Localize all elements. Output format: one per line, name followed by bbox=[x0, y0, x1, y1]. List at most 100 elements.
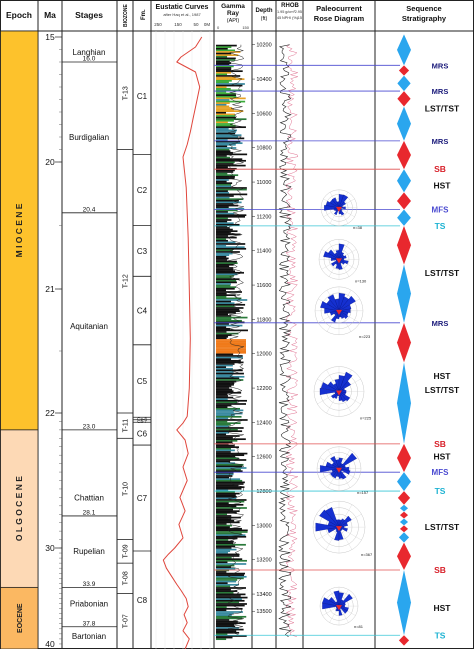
header-gamma: Gamma bbox=[221, 3, 245, 10]
gamma-trace-segment bbox=[216, 431, 229, 434]
gamma-trace-segment bbox=[216, 391, 242, 394]
gamma-trace-segment bbox=[216, 276, 232, 279]
gamma-trace-segment bbox=[216, 318, 232, 321]
gamma-trace-segment bbox=[216, 119, 234, 122]
sequence-label-mfs: MFS bbox=[432, 206, 450, 215]
gamma-trace-segment bbox=[216, 508, 233, 511]
gamma-trace-segment bbox=[216, 617, 243, 620]
gamma-trace-segment bbox=[216, 449, 235, 452]
gamma-trace-segment bbox=[216, 619, 230, 621]
gamma-trace-segment bbox=[216, 390, 234, 393]
gamma-trace-segment bbox=[216, 55, 228, 58]
sequence-triangle-red bbox=[399, 525, 409, 533]
biozone-label: T-13 bbox=[123, 86, 130, 100]
gamma-trace-segment bbox=[216, 228, 233, 231]
depth-tick-label: 11600 bbox=[257, 283, 272, 289]
gamma-trace-segment bbox=[216, 151, 233, 154]
gamma-trace-segment bbox=[216, 167, 237, 170]
gamma-trace-segment bbox=[216, 465, 243, 468]
gamma-trace-segment bbox=[216, 294, 236, 297]
gamma-trace-segment bbox=[216, 254, 230, 257]
gamma-trace-segment bbox=[216, 398, 228, 401]
rose-petals bbox=[315, 507, 352, 541]
gamma-trace-segment bbox=[216, 231, 231, 234]
gamma-trace-segment bbox=[216, 459, 247, 461]
formation-label: C5 bbox=[137, 377, 148, 386]
gamma-trace-segment bbox=[216, 191, 229, 194]
gamma-trace-segment bbox=[216, 358, 232, 361]
gamma-trace-segment bbox=[216, 444, 235, 447]
gamma-trace-segment bbox=[216, 137, 245, 140]
gamma-trace-segment bbox=[216, 281, 237, 284]
sequence-triangle-blue bbox=[397, 209, 411, 226]
gamma-trace-segment bbox=[216, 446, 240, 449]
gamma-trace-segment bbox=[216, 324, 243, 327]
gamma-trace-segment bbox=[216, 483, 244, 485]
nphi-tick-min: 45 bbox=[277, 16, 281, 20]
gamma-trace-segment bbox=[216, 145, 228, 148]
gamma-trace-segment bbox=[216, 388, 233, 391]
gamma-trace-segment bbox=[216, 94, 237, 97]
sequence-triangle-red bbox=[397, 192, 411, 210]
eustatic-tick: 0M bbox=[204, 22, 211, 27]
gamma-trace-segment bbox=[216, 537, 238, 540]
gamma-trace-segment bbox=[216, 510, 240, 513]
eustatic-curve-line bbox=[162, 36, 203, 649]
rose-spoke bbox=[338, 527, 353, 550]
biozone-label: T-12 bbox=[123, 274, 130, 288]
rose-petals bbox=[320, 452, 357, 480]
gamma-trace-segment bbox=[216, 566, 232, 569]
gamma-trace-segment bbox=[216, 79, 232, 82]
formation-label: C2 bbox=[137, 186, 148, 195]
gamma-trace-segment bbox=[216, 494, 236, 497]
gamma-trace-segment bbox=[216, 159, 246, 162]
gamma-trace-segment bbox=[216, 638, 227, 641]
gamma-trace-segment bbox=[216, 63, 230, 66]
gamma-trace-segment bbox=[216, 475, 233, 477]
sequence-triangle-red bbox=[399, 511, 409, 519]
gamma-trace-segment bbox=[216, 156, 231, 159]
rose-count-label: n=81 bbox=[354, 624, 364, 629]
gamma-trace-segment bbox=[216, 374, 233, 377]
gamma-trace-segment bbox=[216, 540, 234, 543]
gamma-trace-segment bbox=[216, 190, 228, 193]
sequence-label-mrs: MRS bbox=[432, 87, 449, 96]
gamma-trace-segment bbox=[216, 606, 227, 609]
gamma-trace-segment bbox=[216, 139, 228, 141]
sequence-label-sys: HST bbox=[434, 181, 452, 191]
stage-label: Burdigalian bbox=[69, 133, 109, 142]
gamma-trace-segment bbox=[216, 252, 233, 255]
gamma-trace-segment bbox=[216, 555, 240, 557]
rose-mean-vector bbox=[336, 467, 342, 473]
gamma-trace-segment bbox=[216, 47, 228, 50]
header-fm: Fm. bbox=[141, 9, 147, 20]
gamma-trace-segment bbox=[216, 359, 241, 362]
gamma-trace-segment bbox=[216, 289, 227, 292]
gamma-trace-segment bbox=[216, 121, 228, 124]
gamma-trace-segment bbox=[216, 345, 246, 348]
eustatic-tick-labels: 250 150 50 0M bbox=[154, 22, 210, 27]
gamma-trace-segment bbox=[216, 507, 247, 509]
sequence-label-ts: TS bbox=[435, 221, 446, 231]
rose-diagram: n=223 bbox=[314, 286, 371, 339]
gamma-trace-segment bbox=[216, 615, 247, 618]
gamma-trace-segment bbox=[216, 148, 230, 151]
gamma-trace-segment bbox=[216, 87, 231, 90]
gamma-trace-segment bbox=[216, 487, 242, 490]
depth-tick-label: 10800 bbox=[256, 146, 271, 152]
epoch-band bbox=[0, 429, 39, 588]
gamma-trace-segment bbox=[216, 534, 246, 537]
gamma-trace-segment bbox=[216, 377, 240, 380]
sequence-label-mrs: MRS bbox=[432, 61, 449, 70]
gamma-trace-segment bbox=[216, 614, 232, 617]
gamma-trace-segment bbox=[216, 180, 227, 183]
gamma-trace-segment bbox=[216, 395, 229, 397]
gamma-trace-segment bbox=[216, 342, 246, 345]
gamma-trace-segment bbox=[216, 215, 246, 218]
rose-count-label: n=157 bbox=[357, 490, 369, 495]
gamma-trace-segment bbox=[216, 99, 230, 101]
gamma-trace-segment bbox=[216, 355, 243, 357]
gamma-trace-segment bbox=[216, 326, 227, 329]
depth-tick-label: 11200 bbox=[257, 214, 272, 220]
epoch-column: M I O C E N E O L G O C E N E EOCENE bbox=[0, 30, 39, 649]
